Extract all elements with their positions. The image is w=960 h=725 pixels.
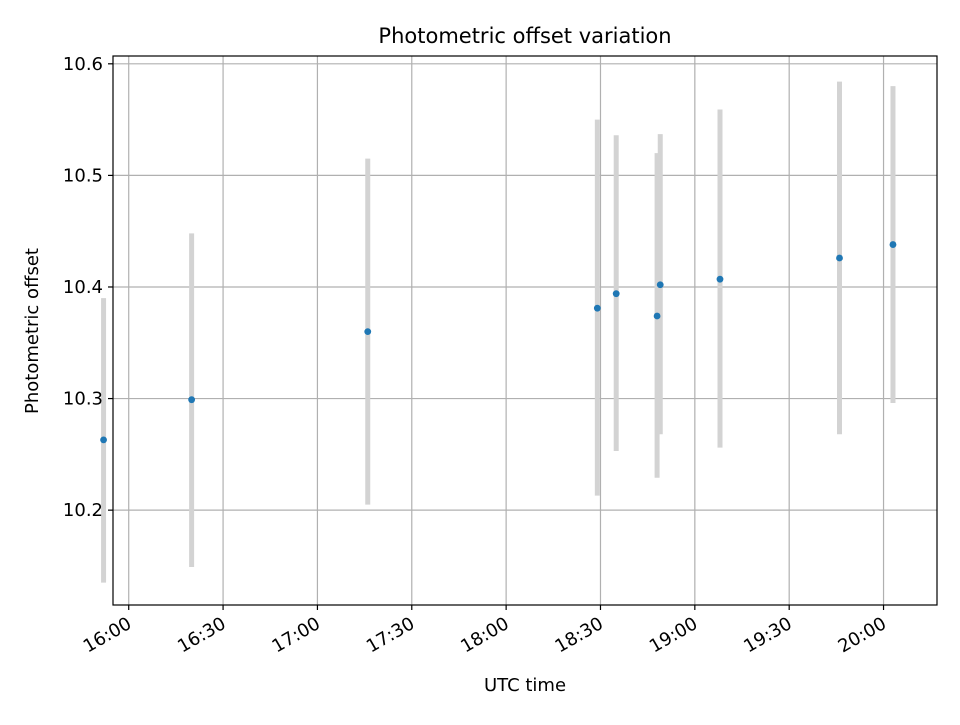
data-point [716, 275, 724, 283]
chart-title: Photometric offset variation [378, 24, 671, 48]
data-point [656, 281, 664, 289]
data-point [188, 396, 196, 404]
data-points [100, 241, 897, 444]
grid [113, 56, 937, 605]
y-tick-label: 10.4 [63, 277, 103, 298]
data-point [364, 328, 372, 336]
data-point [653, 312, 661, 320]
y-axis-ticks: 10.2 10.3 10.4 10.5 10.6 [63, 54, 113, 521]
y-tick-label: 10.3 [63, 389, 103, 410]
data-point [836, 254, 843, 262]
data-point [593, 304, 601, 312]
x-axis-title: UTC time [484, 675, 566, 696]
data-point [889, 241, 897, 248]
plot-frame [112, 55, 938, 606]
data-point [612, 290, 620, 298]
y-tick-label: 10.2 [63, 500, 103, 521]
y-tick-label: 10.5 [63, 165, 103, 186]
data-point [100, 436, 107, 444]
y-tick-label: 10.6 [63, 54, 103, 75]
y-axis-title: Photometric offset [22, 248, 43, 414]
